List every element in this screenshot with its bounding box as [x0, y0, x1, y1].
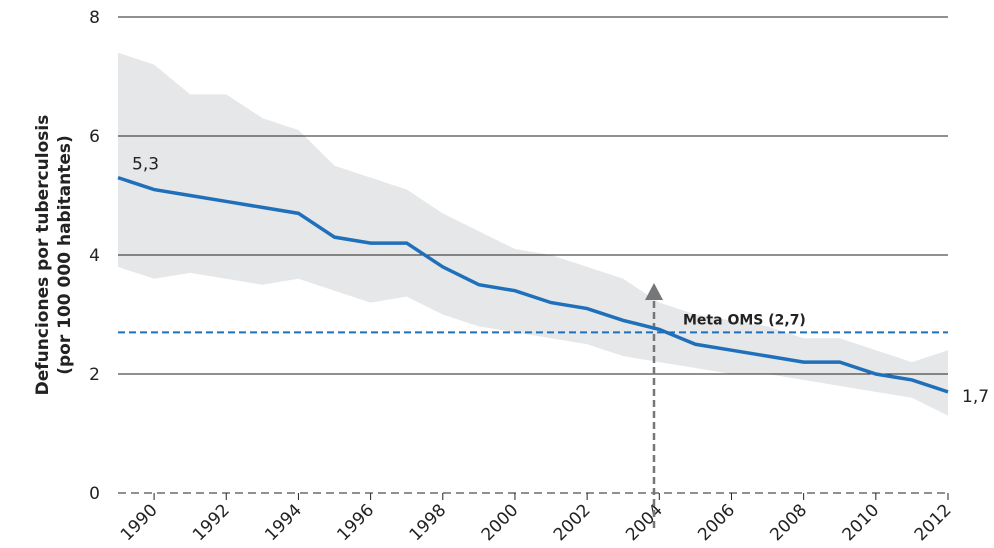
line [117, 175, 949, 394]
x-tick-label: 1996 [333, 500, 378, 545]
x-tick-label: 2008 [766, 500, 811, 545]
x-tick-label: 2010 [839, 500, 884, 545]
x-tick-label: 2004 [622, 500, 667, 545]
y-tick-label: 4 [89, 246, 100, 266]
x-tick-label: 1990 [117, 500, 162, 545]
y-tick-label: 2 [89, 365, 100, 385]
target-label: Meta OMS (2,7) [683, 312, 806, 328]
x-tick-label: 1992 [189, 500, 234, 545]
y-tick-label: 8 [89, 8, 100, 28]
y-tick-label: 6 [89, 127, 100, 147]
y-tick-label: 0 [89, 484, 100, 504]
x-tick-label: 2000 [478, 500, 523, 545]
x-tick-label: 2006 [694, 500, 739, 545]
uncertainty-band [118, 52, 948, 416]
value-label: 1,7 [962, 387, 989, 407]
x-tick-label: 2002 [550, 500, 595, 545]
x-tick-label: 1998 [406, 500, 451, 545]
y-axis-label: Defunciones por tuberculosis [33, 115, 53, 396]
value-label: 5,3 [132, 155, 159, 175]
y-axis-label: (por 100 000 habitantes) [55, 135, 75, 375]
x-tick-label: 2012 [911, 500, 956, 545]
arrow-head [645, 283, 663, 300]
x-tick-label: 1994 [261, 500, 306, 545]
